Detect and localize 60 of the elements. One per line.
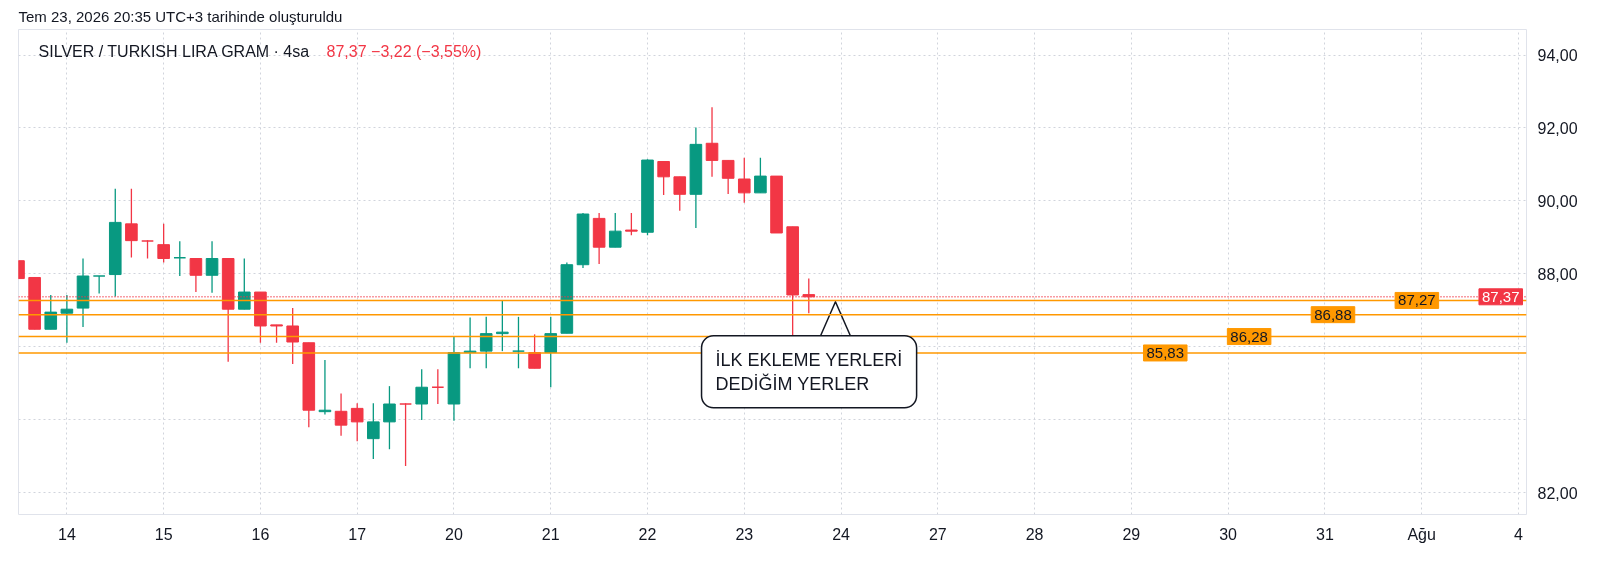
candlestick (286, 307, 299, 365)
candlestick (44, 294, 58, 330)
candlestick (608, 212, 622, 248)
text: Tem 23, 2026 20:35 UTC+3 tarihinde oluşturuldu (18, 7, 343, 25)
candlestick (60, 294, 74, 344)
x-tick-label: 27 (928, 525, 947, 543)
y-tick-label: 94,00 (1537, 47, 1578, 65)
x-tick-label: 16 (251, 525, 270, 543)
candlestick (625, 212, 638, 236)
ref-line-label: 87,27 (1398, 291, 1436, 309)
y-tick-label: 90,00 (1537, 192, 1578, 210)
annotation: İLK EKLEME YERLERİ DEDİĞİM YERLER (715, 349, 903, 394)
ref-line-label: 87,37 (1481, 287, 1520, 305)
candlestick (367, 402, 380, 460)
x-tick-label: 30 (1219, 525, 1238, 543)
x-tick-label: 20 (445, 525, 463, 543)
candlestick (737, 157, 751, 204)
x-tick-label: 24 (832, 525, 851, 543)
x-tick-label: 21 (541, 525, 560, 543)
candlestick (350, 402, 364, 442)
x-tick-label: 23 (735, 525, 754, 543)
candlestick (479, 316, 493, 369)
candlestick (399, 402, 413, 467)
x-tick-label: 17 (348, 525, 367, 543)
candlestick (157, 223, 170, 264)
x-tick-label: 31 (1316, 525, 1334, 543)
text: 87,37 −3,22 (−3,55%) (326, 42, 482, 60)
candlestick (673, 176, 687, 212)
candlestick (189, 257, 203, 293)
x-tick-label: 14 (57, 525, 76, 543)
candlestick (754, 157, 767, 194)
candlestick (528, 333, 541, 369)
text: SILVER / TURKISH LIRA GRAM · 4sa (38, 42, 310, 60)
ref-line-label: 85,83 (1146, 343, 1185, 361)
y-tick-label: 88,00 (1537, 265, 1578, 283)
x-tick-label: 4 (1513, 525, 1523, 543)
x-tick-label: 22 (638, 525, 657, 543)
candlestick (173, 240, 187, 277)
x-tick-label: 15 (154, 525, 173, 543)
candlestick (431, 368, 445, 405)
candlestick (383, 385, 396, 450)
x-tick-label: 29 (1122, 525, 1141, 543)
candlestick (92, 275, 106, 295)
y-tick-label: 82,00 (1537, 484, 1578, 502)
x-tick-label: 28 (1025, 525, 1044, 543)
candlestick (657, 160, 670, 196)
candlestick (125, 188, 138, 259)
candlestick (415, 368, 429, 421)
candlestick (721, 159, 735, 195)
candlestick (140, 239, 155, 260)
ref-line-label: 86,28 (1230, 327, 1268, 345)
ref-line-label: 86,88 (1314, 305, 1352, 323)
x-tick-label: Ağu (1407, 525, 1436, 543)
candlestick (511, 316, 526, 369)
candlestick (205, 240, 219, 294)
y-tick-label: 92,00 (1537, 119, 1578, 137)
candlestick (544, 316, 558, 388)
candlestick (705, 106, 719, 178)
candlestick (237, 257, 251, 310)
candlestick (334, 392, 348, 437)
